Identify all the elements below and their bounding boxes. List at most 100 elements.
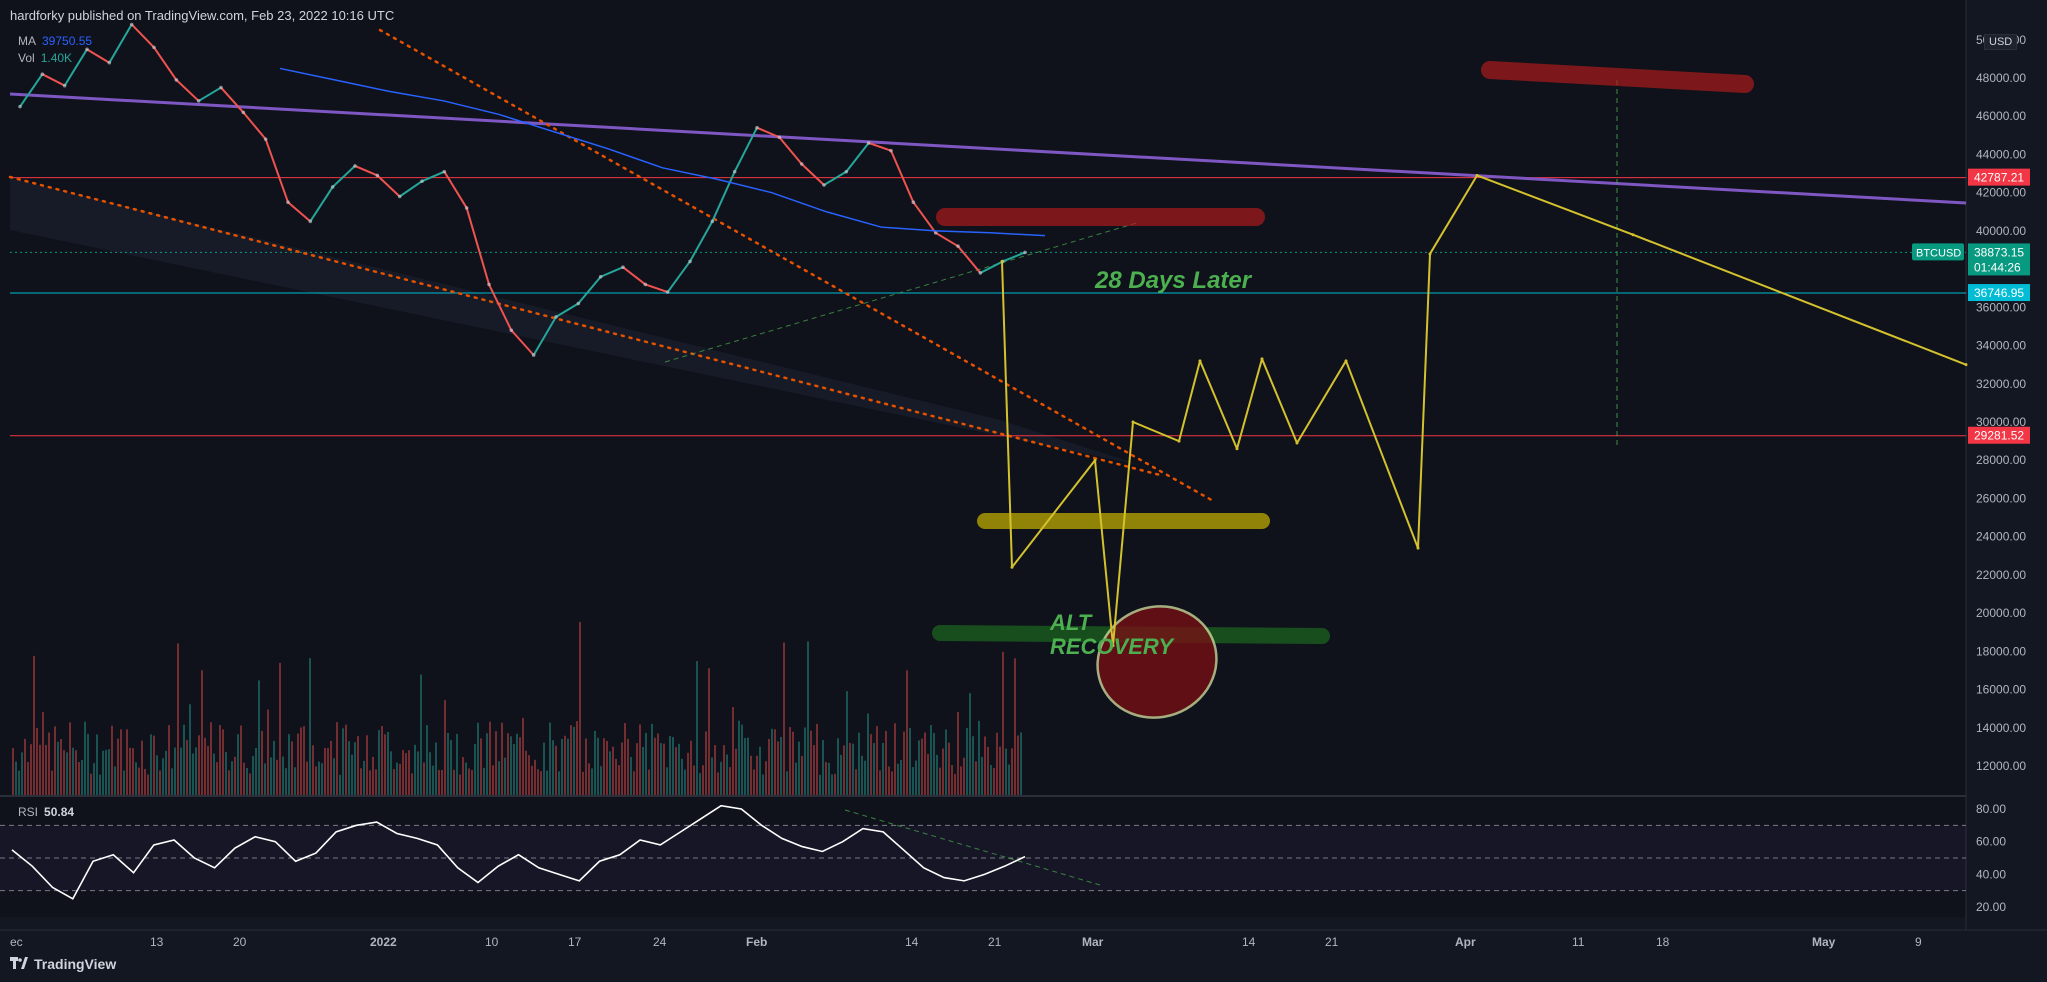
projection-path [1001,174,1967,647]
volume-bar [546,770,548,795]
price-point [308,219,313,224]
price-segment [354,164,378,177]
volume-bar [945,729,947,795]
volume-bar [675,747,677,795]
price-segment [86,48,110,64]
volume-bar [768,738,770,795]
recovery-label: RECOVERY [1050,634,1175,659]
volume-bar [1020,732,1022,795]
volume-bar [129,747,131,795]
price-segment [264,138,289,203]
price-segment [711,171,736,222]
volume-bar [888,766,890,795]
price-point [665,290,670,294]
volume-bar [387,732,389,795]
price-segment [242,111,267,140]
volume-bar [645,733,647,795]
volume-bar [171,768,173,795]
volume-bar [933,733,935,795]
rsi-tick-label: 40.00 [1976,867,2006,881]
volume-bar [12,748,14,795]
price-series [18,22,1027,357]
volume-bar [882,742,884,795]
volume-bar [963,757,965,795]
time-tick-label: 2022 [370,935,397,949]
volume-bar [618,765,620,795]
price-segment [198,86,222,102]
volume-bar [693,765,695,795]
volume-bar [423,762,425,795]
volume-bar [732,706,734,795]
volume-bar [1008,764,1010,795]
volume-bar [348,741,350,795]
volume-bar [468,768,470,795]
currency-button[interactable]: USD [1984,34,2018,50]
volume-bar [252,756,254,795]
volume-bar [939,767,941,795]
price-segment [108,23,133,64]
legend-ma-label: MA [18,34,36,48]
volume-bar [936,754,938,795]
volume-bar [408,750,410,795]
volume-bar [813,745,815,795]
volume-bar [189,704,191,795]
price-point [911,200,916,205]
volume-bar [99,774,101,795]
price-segment [376,174,401,198]
volume-bar [33,655,35,795]
volume-bar [801,755,803,795]
volume-bar [369,770,371,795]
volume-bar [219,725,221,795]
volume-bar [354,742,356,795]
volume-bar [453,769,455,795]
volume-bar [552,740,554,795]
volume-bar [426,725,428,795]
volume-bar [903,731,905,795]
volume-bar [975,761,977,795]
volume-bar [756,755,758,795]
volume-bar [384,734,386,795]
footer-brand-label: TradingView [34,956,117,972]
publisher-line: hardforky published on TradingView.com, … [10,8,395,23]
price-segment [488,283,513,331]
price-segment [622,266,646,286]
volume-bar [240,725,242,795]
volume-bar [342,728,344,795]
volume-bar [555,745,557,795]
price-tick-label: 14000.00 [1976,721,2026,735]
volume-bar [39,744,41,795]
volume-bar [339,774,341,795]
price-point [866,141,871,145]
volume-bar [636,743,638,795]
volume-bar [204,737,206,795]
volume-bar [180,747,182,795]
volume-bar [498,761,500,795]
price-segment [399,180,423,198]
volume-bar [576,721,578,795]
volume-bar [582,771,584,795]
volume-bar [471,769,473,795]
volume-bar [921,738,923,795]
volume-bar [780,737,782,795]
time-tick-label: ec [10,935,23,949]
legend-ma-value: 39750.55 [42,34,93,48]
volume-bar [987,746,989,795]
price-tick-label: 42000.00 [1976,186,2026,200]
volume-bar [264,763,266,795]
legend-vol-label: Vol [18,51,35,65]
footer-brand[interactable]: TradingView [10,956,116,972]
price-segment [756,126,780,139]
volume-bar [990,764,992,795]
rsi-legend: RSI 50.84 [18,805,74,819]
symbol-tag-bg [1912,243,1964,261]
volume-bar [825,762,827,795]
volume-bar [807,641,809,795]
price-point [286,200,290,205]
time-tick-label: 11 [1572,935,1585,949]
price-point [487,282,491,287]
volume-bar [690,740,692,795]
volume-bar [393,769,395,795]
projection-point [1344,359,1348,363]
volume-bar [168,725,170,795]
